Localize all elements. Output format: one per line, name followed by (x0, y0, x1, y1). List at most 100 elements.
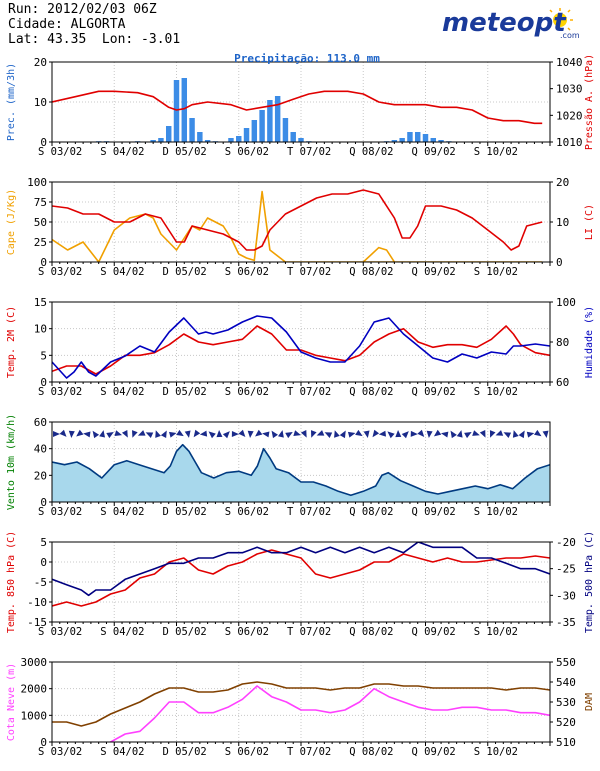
ytick-right-label: 20 (556, 176, 569, 189)
wind-line (52, 443, 550, 497)
precip-bar (274, 96, 281, 142)
precip-bar (236, 136, 242, 142)
wind-arrow (285, 432, 293, 439)
wind-arrow (262, 431, 270, 438)
precip-bar (165, 126, 172, 142)
ytick-left-label: 100 (27, 176, 47, 189)
ytick-right-label: 1020 (556, 109, 583, 122)
day-label: S 06/02 (225, 146, 269, 158)
ytick-right-label: 510 (556, 736, 576, 749)
day-label: Q 08/02 (349, 746, 393, 758)
wind-panel: 0 20 40 60 S 03/02 S 04/02 D 05/02 S 06/02 T 07/… (6, 414, 551, 518)
day-label: S 03/02 (38, 506, 82, 518)
sun-icon (549, 8, 573, 31)
temp-humidity-panel: 0 5 10 15 60 80 100 S 03/02 S 04/02 D 05/02 S 06/0… (6, 296, 595, 398)
ylabel-left: Cape (J/Kg) (6, 189, 17, 255)
day-label: S 10/02 (474, 386, 518, 398)
wind-arrow (534, 429, 542, 437)
day-label: S 03/02 (38, 626, 82, 638)
temp850-line (52, 549, 550, 607)
wind-arrow (114, 430, 123, 437)
precip-bar (158, 138, 164, 142)
plot-content (52, 429, 550, 502)
day-label: T 07/02 (287, 506, 331, 518)
day-label: S 04/02 (100, 626, 144, 638)
day-label: D 05/02 (163, 626, 207, 638)
ytick-right-label: 550 (556, 656, 576, 669)
precip-bar (391, 140, 398, 142)
day-label: S 03/02 (38, 386, 82, 398)
wind-area (52, 444, 550, 502)
ytick-left-label: 0 (40, 736, 47, 749)
ytick-left-label: 10 (34, 96, 47, 109)
precip-bar (259, 110, 265, 142)
wind-arrow (355, 429, 363, 437)
wind-arrow (222, 431, 230, 439)
ytick-right-label: -35 (556, 616, 576, 629)
wind-arrow (92, 430, 100, 439)
ytick-left-label: -15 (27, 616, 47, 629)
ytick-left-label: 75 (34, 196, 47, 209)
ytick-right-label: 1040 (556, 56, 583, 69)
precip-bar (189, 118, 195, 142)
ylabel-left: Prec. (mm/3h) (6, 63, 17, 141)
wind-arrow (339, 430, 346, 439)
li-line (52, 189, 543, 251)
wind-arrow (316, 430, 325, 436)
precip-bar (267, 100, 273, 142)
wind-arrow (176, 429, 184, 437)
day-label: Q 09/02 (412, 146, 456, 158)
ytick-right-label: 0 (556, 256, 563, 269)
precip-bar (204, 140, 211, 142)
wind-arrow (137, 430, 146, 436)
ytick-left-label: 0 (40, 136, 47, 149)
day-label: Q 09/02 (412, 626, 456, 638)
day-label: D 05/02 (163, 146, 207, 158)
day-label: Q 08/02 (349, 146, 393, 158)
ylabel-right: Pressão A. (hPa) (584, 54, 595, 150)
dam-line (52, 681, 550, 727)
day-label: S 10/02 (474, 506, 518, 518)
ytick-left-label: 20 (34, 56, 47, 69)
wind-arrow (334, 430, 340, 438)
ylabel-left: Cota Neve (m) (6, 663, 17, 741)
ytick-left-label: -5 (34, 576, 47, 589)
day-label: S 04/02 (100, 266, 144, 278)
wind-arrow (247, 430, 254, 438)
precip-bar (251, 120, 258, 142)
humidity-line (52, 315, 550, 379)
coords-label: Lat: 43.35 Lon: -3.01 (8, 32, 181, 47)
wind-arrow (83, 431, 91, 438)
ytick-left-label: 25 (34, 236, 47, 249)
precip-bar (430, 138, 437, 142)
cape-line (52, 190, 543, 262)
pressure-line (52, 90, 543, 125)
cape-line-2 (362, 246, 396, 262)
day-label: Q 09/02 (412, 746, 456, 758)
wind-arrow (464, 432, 472, 439)
wind-arrow (271, 430, 278, 439)
wind-arrow (450, 430, 457, 439)
day-label: T 07/02 (287, 386, 331, 398)
wind-arrow (440, 431, 449, 438)
precip-bar (181, 78, 188, 142)
wind-arrow (184, 430, 191, 438)
ylabel-right: DAM (584, 693, 595, 711)
day-label: S 04/02 (100, 146, 144, 158)
ytick-left-label: 0 (40, 496, 47, 509)
wind-arrow (372, 429, 380, 438)
day-label: D 05/02 (163, 506, 207, 518)
ylabel-left: Vento 10m (km/h) (6, 414, 17, 510)
day-label: S 06/02 (225, 626, 269, 638)
precip-bar (414, 132, 421, 142)
precip-bar (399, 138, 405, 142)
wind-arrow (155, 430, 161, 438)
ytick-right-label: -25 (556, 563, 576, 576)
ytick-right-label: 530 (556, 696, 576, 709)
plot-content (52, 315, 550, 379)
ytick-left-label: 20 (34, 469, 47, 482)
snow-line (108, 685, 550, 742)
wind-arrow (99, 430, 106, 438)
precip-bar (243, 128, 250, 142)
